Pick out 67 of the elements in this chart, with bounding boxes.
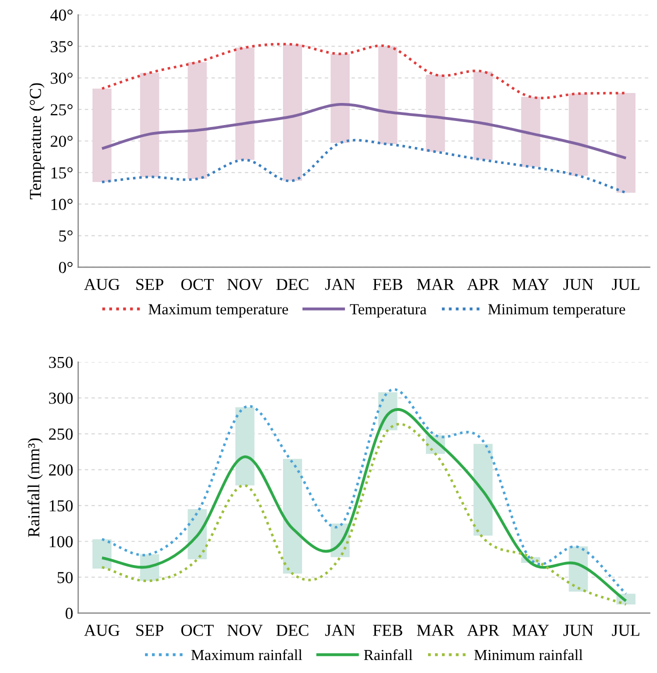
x-tick-label: OCT — [181, 278, 214, 290]
bar — [140, 72, 160, 177]
bar — [474, 444, 493, 536]
x-tick-label: DEC — [276, 624, 308, 636]
y-tick-label: 30° — [50, 72, 73, 84]
bar — [188, 62, 207, 179]
legend-label: Minimum rainfall — [474, 649, 583, 660]
y-axis-title: Rainfall (mm³) — [27, 438, 43, 538]
y-tick-label: 25° — [50, 104, 73, 116]
y-tick-label: 200 — [49, 464, 73, 476]
y-tick-label: 300 — [49, 392, 73, 404]
y-tick-label: 20° — [50, 136, 73, 147]
x-tick-label: SEP — [136, 278, 164, 290]
legend-label: Rainfall — [364, 649, 412, 660]
x-tick-label: MAY — [512, 278, 549, 290]
bar — [521, 96, 540, 167]
y-tick-label: 250 — [49, 428, 73, 440]
x-tick-label: SEP — [136, 624, 164, 636]
x-tick-label: DEC — [276, 278, 308, 290]
x-tick-label: FEB — [372, 624, 402, 636]
line-series — [100, 42, 628, 100]
x-tick-label: APR — [467, 624, 500, 636]
bar — [378, 46, 398, 144]
line-series — [100, 102, 628, 160]
x-tick-label: JUL — [612, 624, 640, 636]
y-tick-label: 350 — [49, 356, 73, 368]
x-tick-label: MAY — [512, 624, 549, 636]
y-tick-label: 10° — [51, 198, 73, 210]
bar — [235, 48, 254, 160]
bar — [92, 88, 112, 182]
x-tick-label: MAR — [416, 278, 454, 290]
bar — [426, 74, 445, 152]
y-tick-label: 5° — [59, 230, 73, 242]
y-tick-label: 15° — [51, 167, 73, 178]
x-tick-label: NOV — [227, 278, 263, 290]
x-tick-label: NOV — [227, 624, 263, 636]
x-tick-label: JAN — [325, 624, 356, 636]
y-axis-title: Temperature (°C) — [29, 83, 44, 200]
bar — [235, 407, 254, 486]
bar — [616, 93, 636, 193]
y-tick-label: 50 — [58, 572, 73, 584]
y-tick-label: 35° — [50, 41, 73, 52]
x-tick-label: AUG — [84, 278, 120, 290]
y-tick-label: 0 — [66, 608, 73, 620]
x-tick-label: OCT — [181, 624, 214, 636]
x-tick-label: JUN — [563, 624, 594, 636]
y-tick-label: 100 — [50, 536, 73, 548]
y-tick-label: 40° — [50, 10, 73, 21]
legend-label: Minimum temperature — [488, 304, 626, 318]
bar — [92, 539, 112, 569]
bar — [283, 458, 302, 574]
legend-label: Maximum rainfall — [191, 649, 302, 660]
bar — [330, 54, 350, 143]
legend-label: Temperatura — [350, 304, 426, 318]
x-tick-label: APR — [467, 278, 500, 290]
x-tick-label: JAN — [325, 278, 356, 290]
legend-label: Maximum temperature — [148, 304, 288, 318]
bar — [568, 94, 588, 176]
x-tick-label: MAR — [416, 624, 454, 636]
bar — [283, 44, 302, 181]
x-tick-label: AUG — [84, 624, 120, 636]
bar — [474, 72, 493, 160]
x-tick-label: JUL — [612, 278, 640, 290]
x-tick-label: FEB — [372, 278, 402, 290]
x-tick-label: JUN — [563, 278, 594, 290]
y-tick-label: 0° — [58, 262, 73, 274]
y-tick-label: 150 — [50, 500, 73, 512]
